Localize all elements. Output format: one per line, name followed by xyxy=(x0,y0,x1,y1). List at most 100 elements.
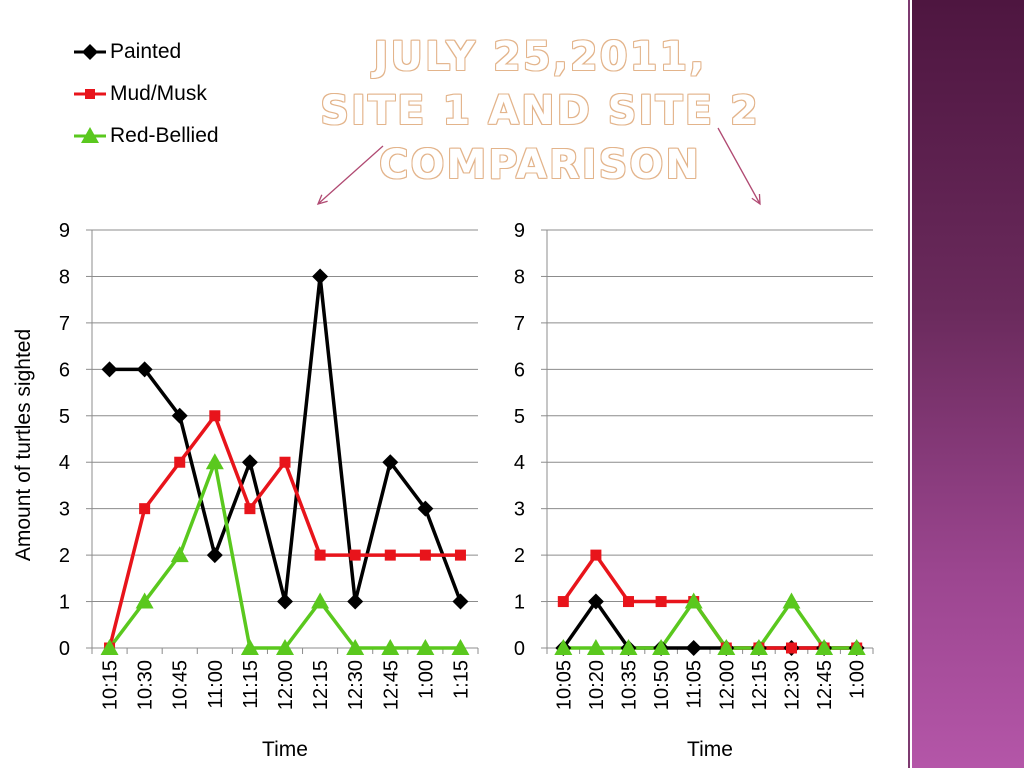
y-tick-label: 5 xyxy=(514,406,525,428)
data-point-red-bellied xyxy=(815,639,834,655)
data-point-painted xyxy=(136,361,153,378)
data-point-red-bellied xyxy=(311,592,330,609)
arrow-to-site-2 xyxy=(717,127,761,205)
legend-label-red-bellied: Red-Bellied xyxy=(110,124,219,147)
y-tick-label: 9 xyxy=(514,220,525,242)
data-point-mud-musk xyxy=(590,549,602,561)
data-point-mud-musk xyxy=(623,596,634,608)
x-tick-label: 10:30 xyxy=(135,660,157,710)
data-point-painted xyxy=(685,640,702,656)
decorative-side-band xyxy=(912,0,1024,768)
data-point-painted xyxy=(417,500,434,517)
data-point-painted xyxy=(312,268,329,285)
data-point-mud-musk xyxy=(174,456,186,468)
data-point-red-bellied xyxy=(782,592,801,609)
y-tick-label: 8 xyxy=(514,266,525,288)
x-tick-label: 10:35 xyxy=(619,660,641,710)
y-tick-label: 2 xyxy=(514,545,525,567)
data-point-red-bellied xyxy=(749,639,768,655)
y-tick-label: 3 xyxy=(514,499,525,521)
data-point-mud-musk xyxy=(139,503,151,515)
x-tick-label: 11:05 xyxy=(684,660,706,709)
data-point-mud-musk xyxy=(244,503,256,515)
data-point-mud-musk xyxy=(279,456,291,468)
data-point-mud-musk xyxy=(314,549,326,561)
data-point-painted xyxy=(347,593,364,610)
x-tick-label: 10:15 xyxy=(100,660,122,710)
data-point-red-bellied xyxy=(346,639,365,655)
arrow-to-site-2-head xyxy=(751,193,761,206)
y-tick-label: 0 xyxy=(59,638,70,660)
title-line-1: JULY 25,2011, xyxy=(373,34,707,80)
y-tick-label: 8 xyxy=(59,266,70,288)
data-point-red-bellied xyxy=(381,639,400,655)
data-point-painted xyxy=(452,593,469,610)
x-tick-label: 12:00 xyxy=(716,660,738,710)
data-point-red-bellied xyxy=(684,592,703,609)
data-point-painted xyxy=(171,407,188,424)
side-divider-line xyxy=(908,0,910,768)
y-tick-label: 5 xyxy=(59,406,70,428)
x-tick-label: 12:45 xyxy=(380,660,402,710)
data-point-red-bellied xyxy=(619,639,638,655)
x-tick-label: 12:15 xyxy=(749,660,771,710)
data-point-red-bellied xyxy=(276,639,294,655)
y-tick-label: 4 xyxy=(514,452,525,474)
data-point-red-bellied xyxy=(554,639,573,655)
y-tick-label: 2 xyxy=(59,545,70,567)
x-tick-label: 1:15 xyxy=(450,660,472,699)
callout-arrows xyxy=(316,127,761,206)
y-tick-label: 1 xyxy=(59,592,70,614)
data-point-mud-musk xyxy=(384,549,396,561)
x-tick-label: 10:05 xyxy=(553,660,575,710)
data-point-red-bellied xyxy=(586,639,605,655)
data-point-painted xyxy=(101,361,118,378)
data-point-painted xyxy=(382,454,399,471)
x-axis-title: Time xyxy=(687,738,733,761)
y-tick-label: 6 xyxy=(514,359,525,381)
x-tick-label: 12:45 xyxy=(814,660,836,710)
data-point-red-bellied xyxy=(170,546,189,563)
data-point-painted xyxy=(587,593,604,610)
x-tick-label: 10:20 xyxy=(586,660,608,710)
x-tick-label: 10:50 xyxy=(651,660,673,710)
data-point-mud-musk xyxy=(419,549,431,561)
legend-marker-mud-musk xyxy=(74,89,106,99)
data-point-red-bellied xyxy=(135,592,154,609)
legend-label-painted: Painted xyxy=(110,40,182,63)
y-tick-label: 7 xyxy=(514,313,525,335)
data-point-mud-musk xyxy=(209,410,221,422)
x-tick-label: 1:00 xyxy=(415,660,437,699)
x-tick-label: 11:15 xyxy=(240,660,262,709)
data-point-red-bellied xyxy=(451,639,470,655)
arrow-to-site-1-head xyxy=(316,194,328,205)
chart-site-1: 0 1 2 3 4 5 6 7 8 9 10:15 10:30 10:45 11:00 11:15 12:00… xyxy=(12,220,479,761)
data-point-red-bellied xyxy=(717,639,736,655)
chart-site-2: 0 1 2 3 4 5 6 7 8 9 10:05 10:20 10:35 10:50 11:05 12:00… xyxy=(514,220,874,761)
data-point-red-bellied xyxy=(240,639,259,655)
data-point-red-bellied xyxy=(100,639,119,655)
legend-marker-painted xyxy=(74,44,106,60)
y-tick-label: 3 xyxy=(59,499,70,521)
x-tick-label: 12:30 xyxy=(782,660,804,710)
legend-label-mud-musk: Mud/Musk xyxy=(110,82,207,105)
series-line-painted xyxy=(109,274,463,604)
data-point-painted xyxy=(206,547,223,564)
data-point-red-bellied xyxy=(652,639,671,655)
x-tick-label: 10:45 xyxy=(170,660,192,710)
x-axis-title: Time xyxy=(262,738,308,761)
x-tick-label: 11:00 xyxy=(205,660,227,709)
x-tick-label: 1:00 xyxy=(847,660,869,699)
data-point-red-bellied xyxy=(847,639,866,655)
y-tick-label: 6 xyxy=(59,359,70,381)
x-tick-label: 12:30 xyxy=(345,660,367,710)
y-tick-label: 7 xyxy=(59,313,70,335)
x-tick-label: 12:00 xyxy=(275,660,297,710)
data-point-painted xyxy=(241,454,258,471)
data-point-painted xyxy=(277,593,293,610)
title-line-3: COMPARISON xyxy=(379,142,701,188)
y-tick-label: 9 xyxy=(59,220,70,242)
data-point-red-bellied xyxy=(205,453,224,470)
data-point-mud-musk xyxy=(557,596,569,608)
